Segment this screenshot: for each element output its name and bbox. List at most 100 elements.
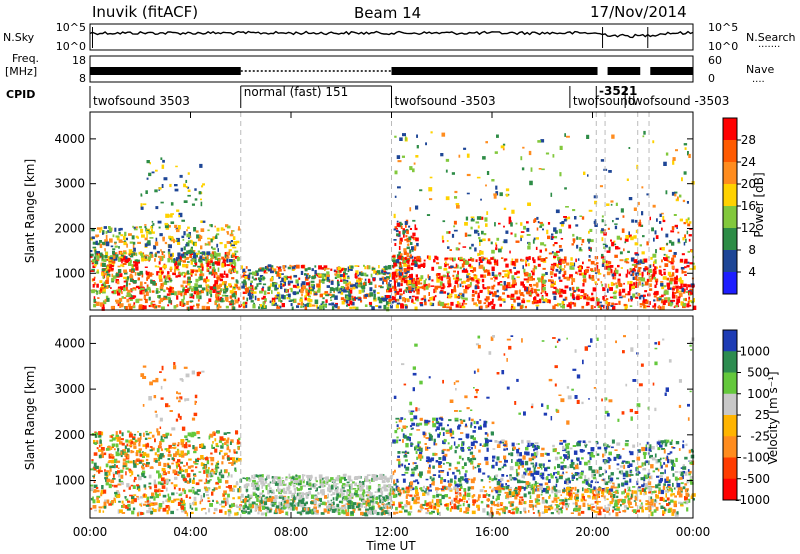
range-time-cell <box>505 263 509 268</box>
range-time-cell <box>250 291 253 294</box>
range-time-cell <box>178 214 180 218</box>
range-time-cell <box>181 502 186 506</box>
range-time-cell <box>246 297 249 302</box>
range-time-cell <box>193 451 197 454</box>
range-time-cell <box>442 220 446 223</box>
range-time-cell <box>595 301 600 305</box>
range-time-cell <box>532 259 536 264</box>
range-time-cell <box>260 512 264 516</box>
range-time-cell <box>157 481 162 485</box>
range-time-cell <box>117 257 121 262</box>
range-time-cell <box>268 495 272 498</box>
range-time-cell <box>328 303 332 306</box>
range-time-cell <box>300 301 304 306</box>
range-time-cell <box>305 501 308 505</box>
range-time-cell <box>149 466 154 469</box>
range-time-cell <box>502 292 505 295</box>
range-time-cell <box>126 298 130 303</box>
range-time-cell <box>104 472 108 476</box>
range-time-cell <box>471 216 473 220</box>
range-time-cell <box>218 440 223 443</box>
range-time-cell <box>176 295 179 300</box>
range-time-cell <box>244 501 247 506</box>
range-time-cell <box>413 290 415 293</box>
range-time-cell <box>182 488 185 492</box>
range-time-cell <box>189 502 192 506</box>
range-time-cell <box>635 275 638 278</box>
range-time-cell <box>147 275 151 277</box>
range-time-cell <box>654 284 657 288</box>
range-time-cell <box>90 289 93 292</box>
range-time-cell <box>230 271 233 274</box>
range-time-cell <box>648 268 652 273</box>
range-time-cell <box>555 268 559 272</box>
range-time-cell <box>183 295 185 300</box>
range-time-cell <box>261 297 264 300</box>
range-time-cell <box>209 433 214 438</box>
range-time-cell <box>137 474 140 477</box>
range-time-cell <box>504 258 508 261</box>
range-time-cell <box>195 230 199 233</box>
range-time-cell <box>140 228 144 234</box>
range-time-cell <box>493 274 498 277</box>
range-time-cell <box>320 512 325 515</box>
range-time-cell <box>172 442 177 445</box>
range-time-cell <box>102 262 106 267</box>
range-time-cell <box>663 271 666 276</box>
range-time-cell <box>547 235 551 240</box>
range-time-cell <box>101 306 105 311</box>
range-time-cell <box>201 256 206 261</box>
range-time-cell <box>343 273 345 278</box>
range-time-cell <box>136 485 141 490</box>
range-time-cell <box>624 306 627 311</box>
range-time-cell <box>248 289 252 294</box>
range-time-cell <box>228 504 232 508</box>
cpid-label: CPID <box>6 88 35 101</box>
range-time-cell <box>180 247 184 252</box>
range-time-cell <box>568 224 572 229</box>
range-time-cell <box>545 292 549 297</box>
range-time-cell <box>235 240 240 244</box>
range-time-cell <box>151 300 156 303</box>
range-time-cell <box>254 295 257 301</box>
range-time-cell <box>166 293 171 296</box>
range-time-cell <box>521 167 525 171</box>
range-time-cell <box>289 499 292 501</box>
range-time-cell <box>413 256 417 260</box>
range-time-cell <box>100 252 103 257</box>
range-time-cell <box>548 252 553 255</box>
range-time-cell <box>128 283 131 286</box>
range-time-cell <box>504 273 509 278</box>
range-time-cell <box>228 449 231 453</box>
range-time-cell <box>508 220 512 225</box>
range-time-cell <box>639 244 642 247</box>
range-time-cell <box>148 507 152 510</box>
range-time-cell <box>248 272 253 275</box>
range-time-cell <box>310 287 313 290</box>
range-time-cell <box>380 272 384 275</box>
range-time-cell <box>232 306 236 310</box>
range-time-cell <box>481 278 485 283</box>
range-time-cell <box>201 220 206 223</box>
range-time-cell <box>170 257 172 260</box>
range-time-cell <box>152 281 156 286</box>
range-time-cell <box>564 133 566 137</box>
range-time-cell <box>406 253 410 257</box>
range-time-cell <box>109 468 112 472</box>
range-time-cell <box>225 224 229 228</box>
range-time-cell <box>235 504 238 508</box>
range-time-cell <box>497 299 502 301</box>
range-time-cell <box>103 273 107 276</box>
range-time-cell <box>366 497 369 501</box>
range-time-cell <box>614 303 618 305</box>
range-time-cell <box>520 231 525 233</box>
range-time-cell <box>167 251 170 255</box>
range-time-cell <box>559 172 562 177</box>
range-time-cell <box>256 283 259 287</box>
range-time-cell <box>98 469 101 474</box>
range-time-cell <box>395 228 398 230</box>
range-time-cell <box>120 254 124 258</box>
range-time-cell <box>115 434 119 437</box>
range-time-cell <box>550 276 553 278</box>
range-time-cell <box>676 275 678 280</box>
